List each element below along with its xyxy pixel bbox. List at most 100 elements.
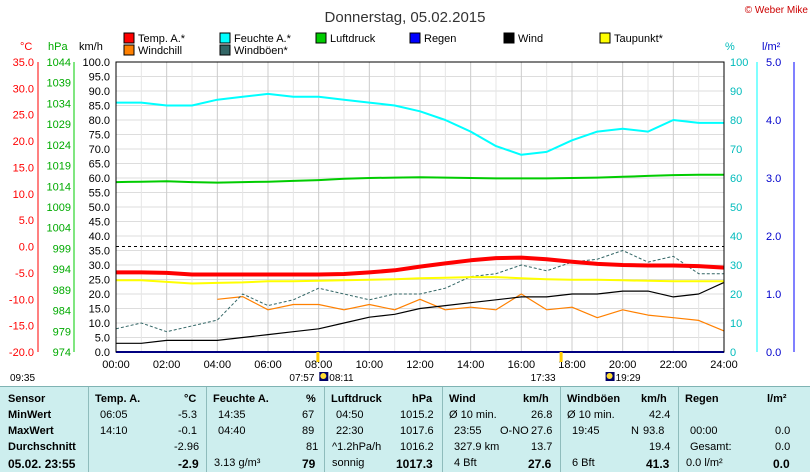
wind-bft: 4 Bft — [454, 457, 477, 469]
wind-tick-label: 45.0 — [89, 217, 110, 229]
wind-r2-dir: O-NO — [500, 425, 529, 437]
legend-label: Temp. A.* — [138, 33, 186, 45]
credit-text: © Weber Mike — [745, 5, 809, 16]
wind-tick-label: 20.0 — [89, 289, 110, 301]
pressure-tick-label: 1014 — [47, 181, 71, 193]
gusts-r2: 93.8 — [643, 425, 665, 437]
pressure-tick-label: 1019 — [47, 161, 71, 173]
gusts-now: 41.3 — [646, 457, 670, 471]
rain-tick-label: 0.0 — [766, 347, 781, 359]
sun-marker-icon — [559, 352, 563, 362]
humidity-tick-label: 0 — [730, 347, 736, 359]
wind-r1-label: Ø 10 min. — [449, 409, 497, 421]
wind-tick-label: 90.0 — [89, 86, 110, 98]
plot-area — [115, 61, 725, 353]
legend-label: Windböen* — [234, 45, 289, 57]
now-label: 05.02. 23:55 — [8, 457, 76, 471]
temp-min-time: 06:05 — [100, 409, 128, 421]
axis-units: °C hPa km/h% l/m² — [20, 41, 781, 53]
rain-tick-label: 4.0 — [766, 115, 781, 127]
humidity-min-time: 14:35 — [218, 409, 246, 421]
pressure-tick-label: 979 — [53, 326, 71, 338]
gusts-header: Windböen — [567, 393, 621, 405]
humidity-tick-label: 70 — [730, 144, 742, 156]
sun-events: 09:35 07:57 08:11 17:33 19:29 — [10, 352, 641, 383]
time-tick-label: 22:00 — [660, 359, 688, 371]
wind-now: 27.6 — [528, 457, 552, 471]
wind-tick-label: 95.0 — [89, 72, 110, 84]
sunrise-time-label: 07:57 — [289, 373, 314, 383]
rain-tick-label: 1.0 — [766, 289, 781, 301]
temp-tick-label: 20.0 — [13, 136, 34, 148]
time-tick-label: 04:00 — [204, 359, 232, 371]
temp-header: Temp. A. — [95, 393, 141, 405]
axis-ticks: 35.0 30.0 25.0 20.0 15.0 10.0 5.0 0.0 -5.0 -10.0 -… — [9, 57, 795, 371]
humidity-tick-label: 90 — [730, 86, 742, 98]
wind-tick-label: 50.0 — [89, 202, 110, 214]
wind-tick-label: 75.0 — [89, 130, 110, 142]
plot-frame — [115, 61, 725, 353]
gusts-r2-dir: N — [631, 425, 639, 437]
temp-unit: °C — [184, 393, 197, 405]
temp-tick-label: -20.0 — [9, 347, 34, 359]
rain-unit: l/m² — [767, 393, 787, 405]
temp-now: -2.9 — [178, 457, 199, 471]
rain-r3-label: Gesamt: — [690, 441, 732, 453]
pressure-tick-label: 974 — [53, 347, 71, 359]
humidity-tick-label: 40 — [730, 231, 742, 243]
series-line — [115, 250, 724, 333]
humidity-unit-label: % — [725, 41, 735, 53]
pressure-header: Luftdruck — [331, 393, 382, 405]
sunset-time-label: 17:33 — [531, 373, 556, 383]
pressure-forecast: sonnig — [332, 457, 365, 469]
temp-tick-label: -15.0 — [9, 321, 34, 333]
legend-label: Regen — [424, 33, 456, 45]
wind-r2-time: 23:55 — [454, 425, 482, 437]
pressure-max: 1017.6 — [400, 425, 434, 437]
gusts-r1-label: Ø 10 min. — [567, 409, 615, 421]
moon-glyph — [320, 373, 327, 379]
pressure-tick-label: 1024 — [47, 140, 71, 152]
temp-tick-label: 0.0 — [19, 242, 34, 254]
series-line — [115, 173, 724, 184]
pressure-tick-label: 989 — [53, 285, 71, 297]
legend-swatch — [123, 32, 135, 44]
rain-tick-label: 3.0 — [766, 173, 781, 185]
wind-header: Wind — [449, 393, 476, 405]
series-line — [116, 276, 724, 285]
sensor-header: Sensor — [8, 393, 46, 405]
pressure-tick-label: 984 — [53, 306, 71, 318]
gusts-r3: 19.4 — [649, 441, 671, 453]
humidity-tick-label: 30 — [730, 260, 742, 272]
legend-swatch — [123, 44, 135, 56]
pressure-unit: hPa — [412, 393, 433, 405]
wind-tick-label: 25.0 — [89, 275, 110, 287]
temp-unit-label: °C — [20, 41, 32, 53]
time-tick-label: 16:00 — [508, 359, 536, 371]
temp-tick-label: -10.0 — [9, 294, 34, 306]
humidity-now: 79 — [302, 457, 316, 471]
chart-legend: Temp. A.*Windchill Feuchte A.*Windböen* Lu… — [123, 32, 664, 57]
pressure-tick-label: 994 — [53, 264, 71, 276]
rain-now: 0.0 — [773, 457, 790, 471]
summary-table: Sensor Temp. A. °C Feuchte A. % Luftdruc… — [0, 386, 810, 472]
legend-swatch — [219, 32, 231, 44]
pressure-tick-label: 1034 — [47, 98, 71, 110]
wind-tick-label: 30.0 — [89, 260, 110, 272]
rain-header: Regen — [685, 393, 719, 405]
pressure-tick-label: 999 — [53, 243, 71, 255]
wind-unit: km/h — [523, 393, 549, 405]
wind-tick-label: 55.0 — [89, 188, 110, 200]
time-tick-label: 10:00 — [356, 359, 384, 371]
pressure-tick-label: 1044 — [47, 57, 71, 69]
legend-swatch — [219, 44, 231, 56]
legend-label: Luftdruck — [330, 33, 376, 45]
gusts-bft: 6 Bft — [572, 457, 595, 469]
temp-tick-label: -5.0 — [15, 268, 34, 280]
series-line — [116, 281, 725, 344]
time-tick-label: 24:00 — [710, 359, 738, 371]
moon-glyph — [606, 373, 613, 379]
legend-swatch — [409, 32, 421, 44]
pressure-tick-label: 1004 — [47, 223, 71, 235]
series-line — [116, 92, 724, 156]
